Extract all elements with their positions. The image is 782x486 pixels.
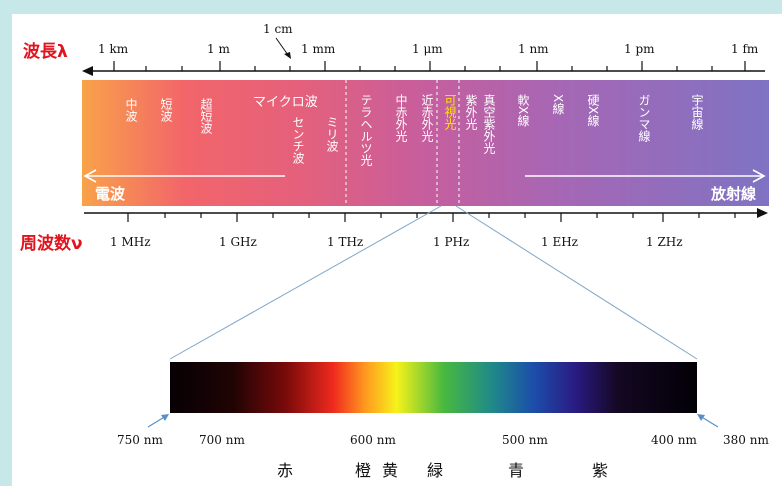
band-microwave: マイクロ波: [253, 95, 318, 110]
freq-tick-1thz: 1 THz: [327, 235, 364, 249]
frequency-label: 周波数ν: [20, 234, 83, 254]
wl-tick-1fm: 1 fm: [731, 42, 759, 56]
color-green: 緑: [427, 461, 444, 480]
color-red: 赤: [277, 461, 294, 480]
freq-tick-1phz: 1 PHz: [433, 235, 470, 249]
wl-tick-1mm: 1 mm: [301, 42, 336, 56]
band-centimeter-wave: センチ波: [291, 116, 305, 164]
band-hard-xray: 硬X線: [586, 94, 600, 127]
visible-spectrum-bar: [170, 362, 697, 413]
band-medium-wave: 中波: [124, 98, 138, 122]
wl-tick-1km: 1 km: [98, 42, 129, 56]
band-ultra-short-wave: 超短波: [199, 98, 213, 134]
vis-label-400nm: 400 nm: [651, 433, 697, 447]
radio-label: 電波: [95, 185, 126, 203]
band-near-uv: 紫外光: [464, 94, 478, 130]
wavelength-arrow-head: [82, 66, 93, 76]
cm-pointer: [275, 37, 289, 56]
radiation-label: 放射線: [711, 185, 757, 203]
vis-label-500nm: 500 nm: [502, 433, 548, 447]
band-near-infrared: 近赤外光: [420, 94, 434, 142]
band-cosmic: 宇宙線: [690, 94, 704, 130]
zoom-line-right: [455, 205, 698, 360]
band-mid-infrared: 中赤外光: [394, 94, 408, 142]
zoom-line-left: [169, 205, 442, 360]
wl-tick-1m: 1 m: [207, 42, 230, 56]
vis-label-700nm: 700 nm: [199, 433, 245, 447]
band-soft-xray: 軟X線: [516, 94, 530, 127]
wl-tick-1um: 1 μm: [412, 42, 443, 56]
band-gamma: ガンマ線: [637, 94, 651, 142]
frequency-tick-marks: [127, 213, 736, 222]
band-vacuum-uv: 真空紫外光: [482, 94, 496, 154]
wl-tick-1pm: 1 pm: [624, 42, 655, 56]
vis-label-380nm: 380 nm: [723, 433, 769, 447]
vis-label-600nm: 600 nm: [350, 433, 396, 447]
freq-tick-1zhz: 1 ZHz: [646, 235, 683, 249]
band-xray: X線: [551, 94, 565, 115]
band-visible: 可視光: [443, 94, 457, 130]
wl-tick-1cm: 1 cm: [263, 22, 293, 36]
color-blue: 青: [508, 461, 525, 480]
color-violet: 紫: [592, 461, 609, 480]
vis-label-750nm: 750 nm: [117, 433, 163, 447]
freq-tick-1mhz: 1 MHz: [110, 235, 151, 249]
wavelength-label: 波長λ: [23, 42, 68, 62]
spectrum-band: [82, 80, 769, 206]
wl-tick-1nm: 1 nm: [518, 42, 549, 56]
band-dividers: [345, 80, 460, 206]
color-yellow: 黄: [382, 461, 399, 480]
freq-tick-1ghz: 1 GHz: [219, 235, 257, 249]
band-millimeter-wave: ミリ波: [325, 116, 339, 152]
freq-tick-1ehz: 1 EHz: [541, 235, 578, 249]
band-short-wave: 短波: [159, 98, 173, 122]
wavelength-tick-marks: [113, 61, 746, 71]
band-terahertz: テラヘルツ光: [359, 94, 373, 166]
color-orange: 橙: [355, 461, 372, 480]
